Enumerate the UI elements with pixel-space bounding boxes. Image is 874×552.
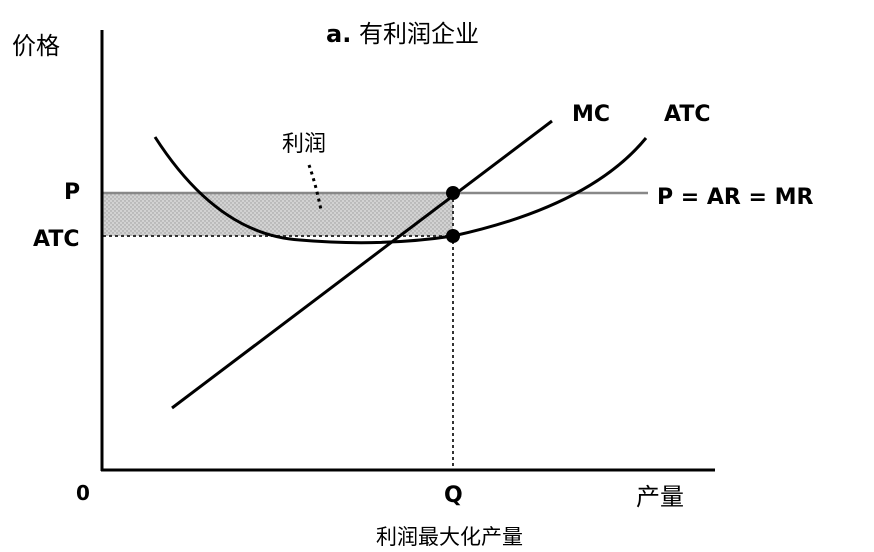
profit-pointer	[307, 164, 323, 211]
atc-label: ATC	[664, 102, 710, 127]
y-tick-p: P	[64, 180, 80, 205]
x-tick-origin: 0	[76, 481, 90, 505]
atc-curve	[153, 136, 648, 245]
mc-curve	[171, 119, 553, 410]
y-tick-atc: ATC	[33, 227, 79, 252]
profit-region	[103, 193, 453, 236]
price-line-label: P = AR = MR	[657, 185, 813, 210]
x-axis-label: 产量	[636, 483, 684, 511]
mc-label: MC	[572, 102, 610, 127]
chart-subtitle: 利润最大化产量	[376, 525, 523, 549]
mc-price-point	[446, 186, 460, 200]
chart-title-prefix: a.	[326, 20, 351, 48]
chart-title: 有利润企业	[359, 20, 479, 48]
y-axis-label: 价格	[12, 32, 60, 60]
x-tick-q: Q	[444, 483, 463, 508]
profit-label: 利润	[282, 132, 326, 157]
atc-q-point	[446, 229, 460, 243]
